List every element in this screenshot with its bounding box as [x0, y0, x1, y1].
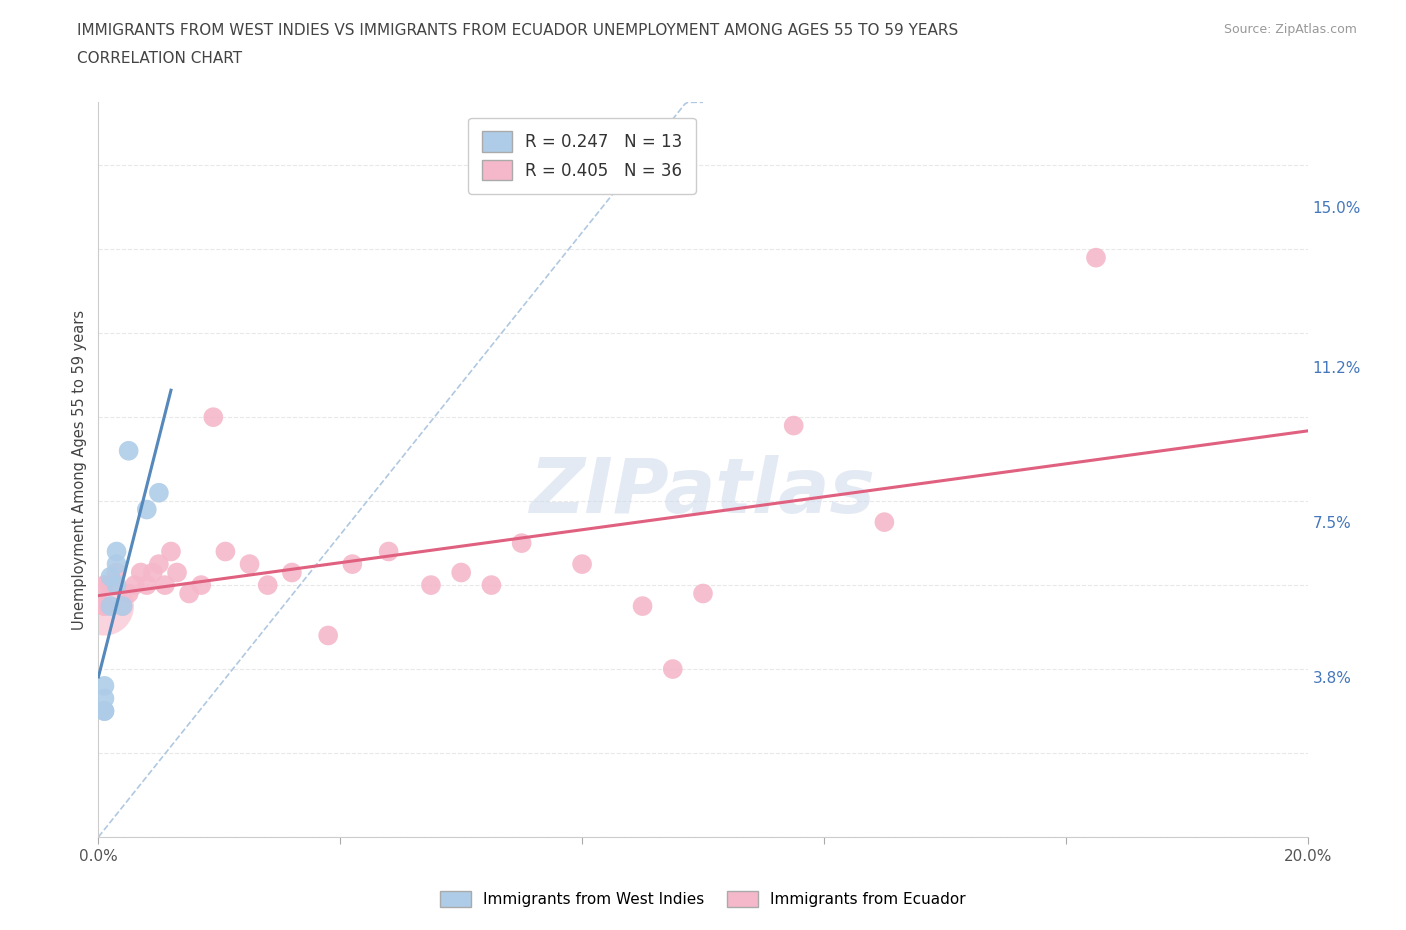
Point [631, 599, 654, 614]
Point [202, 410, 225, 425]
Point [124, 578, 146, 592]
Point [93, 704, 115, 719]
Point [111, 599, 134, 614]
Point [510, 536, 533, 551]
Point [105, 565, 128, 580]
Point [153, 578, 176, 592]
Text: Source: ZipAtlas.com: Source: ZipAtlas.com [1223, 23, 1357, 36]
Point [160, 544, 183, 559]
Point [281, 565, 304, 580]
Point [450, 565, 472, 580]
Point [93, 678, 115, 693]
Point [93, 691, 115, 706]
Point [105, 557, 128, 572]
Point [118, 444, 141, 458]
Point [93, 599, 115, 614]
Point [342, 557, 364, 572]
Legend: Immigrants from West Indies, Immigrants from Ecuador: Immigrants from West Indies, Immigrants … [434, 884, 972, 913]
Point [100, 599, 122, 614]
Point [1085, 250, 1108, 265]
Point [190, 578, 212, 592]
Point [142, 565, 165, 580]
Point [93, 704, 115, 719]
Point [256, 578, 278, 592]
Text: IMMIGRANTS FROM WEST INDIES VS IMMIGRANTS FROM ECUADOR UNEMPLOYMENT AMONG AGES 5: IMMIGRANTS FROM WEST INDIES VS IMMIGRANT… [77, 23, 959, 38]
Point [661, 661, 683, 676]
Point [100, 569, 122, 584]
Point [420, 578, 443, 592]
Point [571, 557, 593, 572]
Point [105, 544, 128, 559]
Point [166, 565, 188, 580]
Point [783, 418, 806, 433]
Point [111, 599, 134, 614]
Point [105, 578, 128, 592]
Point [179, 586, 201, 601]
Point [129, 565, 152, 580]
Point [135, 502, 157, 517]
Text: ZIPatlas: ZIPatlas [530, 455, 876, 528]
Point [100, 578, 122, 592]
Point [93, 599, 115, 614]
Point [377, 544, 399, 559]
Point [148, 557, 170, 572]
Point [214, 544, 236, 559]
Point [148, 485, 170, 500]
Point [692, 586, 714, 601]
Point [239, 557, 262, 572]
Point [873, 514, 896, 529]
Point [135, 578, 157, 592]
Point [481, 578, 503, 592]
Text: CORRELATION CHART: CORRELATION CHART [77, 51, 242, 66]
Y-axis label: Unemployment Among Ages 55 to 59 years: Unemployment Among Ages 55 to 59 years [72, 310, 87, 630]
Point [93, 578, 115, 592]
Point [118, 586, 141, 601]
Legend: R = 0.247   N = 13, R = 0.405   N = 36: R = 0.247 N = 13, R = 0.405 N = 36 [468, 118, 696, 193]
Point [93, 599, 115, 614]
Point [316, 628, 339, 643]
